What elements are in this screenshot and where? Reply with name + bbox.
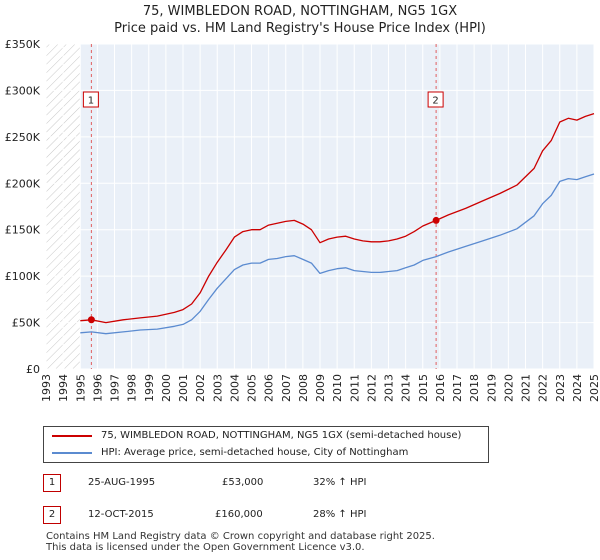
x-tick-label: 1993 bbox=[40, 374, 53, 402]
x-tick-label: 2010 bbox=[331, 374, 344, 402]
x-tick-label: 2002 bbox=[194, 374, 207, 402]
x-tick-label: 2008 bbox=[297, 374, 310, 402]
chart-title: 75, WIMBLEDON ROAD, NOTTINGHAM, NG5 1GX bbox=[142, 4, 458, 19]
sale-marker-box bbox=[427, 91, 444, 108]
x-tick-label: 2004 bbox=[228, 374, 241, 402]
series-line-property bbox=[80, 112, 595, 324]
x-tick-label: 1994 bbox=[57, 374, 70, 402]
price-chart: 1 2 £0 £50K £100K £150K £200K £250K £300K £350K 1… bbox=[5, 38, 600, 402]
x-tick-label: 2015 bbox=[417, 374, 430, 402]
sale-marker-box bbox=[82, 91, 99, 108]
x-tick-label: 2003 bbox=[211, 374, 224, 402]
chart-title-block: 75, WIMBLEDON ROAD, NOTTINGHAM, NG5 1GX … bbox=[0, 3, 600, 37]
y-tick-label: £50K bbox=[12, 317, 41, 330]
y-tick-label: £100K bbox=[5, 270, 41, 283]
x-tick-label: 2023 bbox=[554, 374, 567, 402]
footer-line-1: Contains HM Land Registry data © Crown c… bbox=[46, 531, 435, 542]
sales-row-1: 1 25-AUG-1995 £53,000 32% ↑ HPI bbox=[0, 474, 600, 492]
legend-swatch-property bbox=[52, 435, 92, 437]
x-tick-label: 2025 bbox=[588, 374, 600, 402]
x-tick-label: 2017 bbox=[451, 374, 464, 402]
x-tick-label: 2012 bbox=[365, 374, 378, 402]
x-tick-label: 2024 bbox=[571, 374, 584, 402]
x-tick-label: 2022 bbox=[537, 374, 550, 402]
x-tick-label: 2006 bbox=[263, 374, 276, 402]
chart-subtitle: Price paid vs. HM Land Registry's House … bbox=[114, 21, 486, 36]
sales-row-2: 2 12-OCT-2015 £160,000 28% ↑ HPI bbox=[0, 506, 600, 524]
x-tick-label: 1999 bbox=[143, 374, 156, 402]
x-tick-label: 2000 bbox=[160, 374, 173, 402]
sale-point bbox=[432, 216, 440, 224]
legend-label-property: 75, WIMBLEDON ROAD, NOTTINGHAM, NG5 1GX … bbox=[101, 430, 462, 441]
x-tick-label: 2001 bbox=[177, 374, 190, 402]
chart-legend: 75, WIMBLEDON ROAD, NOTTINGHAM, NG5 1GX … bbox=[43, 426, 489, 463]
x-tick-label: 1996 bbox=[91, 374, 104, 402]
x-tick-label: 2018 bbox=[468, 374, 481, 402]
y-tick-label: £350K bbox=[5, 38, 41, 51]
sale-date: 25-AUG-1995 bbox=[88, 477, 156, 488]
footer-attribution: Contains HM Land Registry data © Crown c… bbox=[46, 531, 586, 553]
y-tick-label: £200K bbox=[5, 177, 41, 190]
sale-number-badge: 2 bbox=[43, 506, 61, 524]
x-tick-label: 2016 bbox=[434, 374, 447, 402]
sale-price: £53,000 bbox=[222, 477, 264, 488]
x-tick-label: 2013 bbox=[383, 374, 396, 402]
legend-item-property: 75, WIMBLEDON ROAD, NOTTINGHAM, NG5 1GX … bbox=[52, 428, 482, 444]
sale-date: 12-OCT-2015 bbox=[88, 509, 154, 520]
x-tick-label: 2011 bbox=[348, 374, 361, 402]
x-tick-label: 2014 bbox=[400, 374, 413, 402]
sale-number-badge: 1 bbox=[43, 474, 61, 492]
x-tick-label: 2020 bbox=[502, 374, 515, 402]
x-tick-label: 2005 bbox=[246, 374, 259, 402]
footer-line-2: This data is licensed under the Open Gov… bbox=[46, 542, 365, 553]
x-tick-label: 1997 bbox=[109, 374, 122, 402]
y-tick-label: £300K bbox=[5, 84, 41, 97]
x-tick-label: 1998 bbox=[126, 374, 139, 402]
x-tick-label: 2021 bbox=[520, 374, 533, 402]
sale-point bbox=[87, 316, 95, 324]
x-tick-label: 1995 bbox=[74, 374, 87, 402]
x-tick-label: 2009 bbox=[314, 374, 327, 402]
x-tick-label: 2007 bbox=[280, 374, 293, 402]
legend-label-hpi: HPI: Average price, semi-detached house,… bbox=[101, 447, 409, 458]
sale-hpi-diff: 28% ↑ HPI bbox=[313, 509, 367, 520]
x-tick-label: 2019 bbox=[485, 374, 498, 402]
sale-hpi-diff: 32% ↑ HPI bbox=[313, 477, 367, 488]
legend-item-hpi: HPI: Average price, semi-detached house,… bbox=[52, 445, 482, 461]
series-line-hpi bbox=[80, 173, 595, 335]
legend-swatch-hpi bbox=[52, 452, 92, 454]
sale-marker-label: 2 bbox=[432, 96, 438, 107]
sale-marker-label: 1 bbox=[88, 96, 94, 107]
y-tick-label: £150K bbox=[5, 224, 41, 237]
y-tick-label: £0 bbox=[26, 363, 40, 376]
sale-price: £160,000 bbox=[215, 509, 263, 520]
y-tick-label: £250K bbox=[5, 131, 41, 144]
